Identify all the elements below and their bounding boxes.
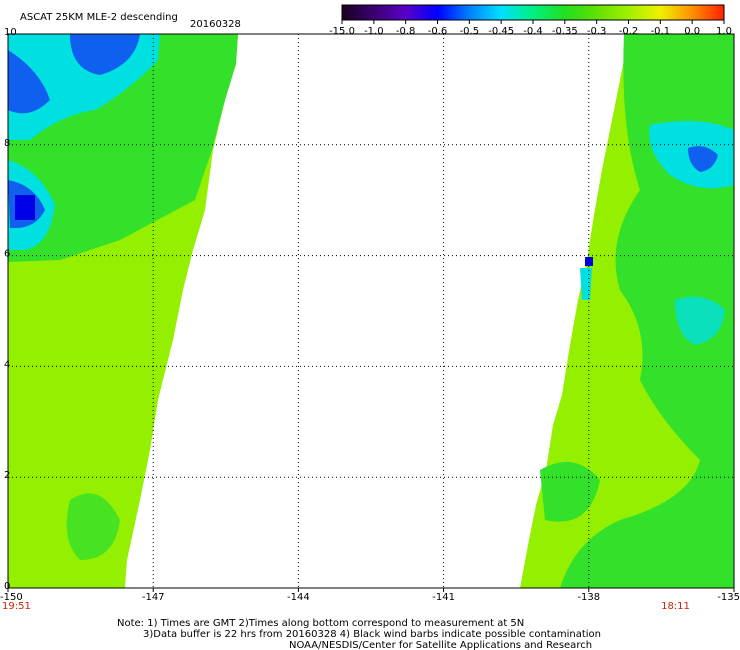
colorbar-gradient xyxy=(341,4,725,21)
left-swath-blue-dot xyxy=(15,195,35,220)
right-swath-cyan-east xyxy=(675,296,725,345)
gridlines xyxy=(8,34,734,588)
colorbar-label: -0.5 xyxy=(460,26,480,37)
right-swath xyxy=(520,34,734,588)
lat-tick-label: 10 xyxy=(4,27,17,38)
colorbar-label: -0.4 xyxy=(523,26,543,37)
colorbar-label: -0.1 xyxy=(651,26,671,37)
lon-tick-label: -150 xyxy=(0,592,23,603)
lon-tick-label: -135 xyxy=(717,592,740,603)
right-swath-blue xyxy=(688,146,718,172)
lat-tick-label: 4 xyxy=(4,359,10,370)
colorbar-label: -1.0 xyxy=(364,26,384,37)
colorbar-label: -0.8 xyxy=(396,26,416,37)
lat-tick-label: 2 xyxy=(4,470,10,481)
latitude-labels: 0 2 4 6 8 10 xyxy=(4,27,17,592)
data-swaths xyxy=(8,34,734,588)
colorbar-labels: -15.0 -1.0 -0.8 -0.6 -0.5 -0.45 -0.4 -0.35 -0.3 -… xyxy=(329,20,732,37)
lon-tick-label: -144 xyxy=(287,592,310,603)
time-label: 18:11 xyxy=(661,601,690,612)
colorbar-label: -0.35 xyxy=(552,26,578,37)
colorbar-label: 0.0 xyxy=(684,26,700,37)
colorbar-label: 1.0 xyxy=(716,26,732,37)
lon-tick-label: -147 xyxy=(142,592,165,603)
lon-tick-label: -141 xyxy=(432,592,455,603)
right-swath-blue-pixel xyxy=(585,257,593,266)
lat-tick-label: 0 xyxy=(4,581,10,592)
colorbar-label: -0.2 xyxy=(619,26,639,37)
left-swath-green-lower xyxy=(66,493,120,560)
left-swath-blue-top xyxy=(70,34,140,75)
map-title: ASCAT 25KM MLE-2 descending xyxy=(20,12,178,23)
note-line-3: NOAA/NESDIS/Center for Satellite Applica… xyxy=(289,640,592,650)
colorbar-label: -0.3 xyxy=(587,26,607,37)
colorbar-label: -0.6 xyxy=(428,26,448,37)
left-swath-blue-corner xyxy=(8,50,50,114)
lat-tick-label: 6 xyxy=(4,249,10,260)
plot-frame xyxy=(7,33,735,589)
left-swath xyxy=(8,34,238,588)
lon-tick-label: -138 xyxy=(577,592,600,603)
note-line-2: 3)Data buffer is 22 hrs from 20160328 4)… xyxy=(143,629,601,640)
note-line-1: Note: 1) Times are GMT 2)Times along bot… xyxy=(117,618,524,629)
lat-tick-label: 8 xyxy=(4,138,10,149)
colorbar-label: -0.45 xyxy=(488,26,514,37)
longitude-labels: -150 -147 -144 -141 -138 -135 xyxy=(0,588,740,603)
colorbar-label: -15.0 xyxy=(329,26,355,37)
time-labels: 19:51 18:11 xyxy=(2,601,690,612)
right-swath-cyan-edge xyxy=(580,268,592,300)
time-label: 19:51 xyxy=(2,601,31,612)
colorbar: -15.0 -1.0 -0.8 -0.6 -0.5 -0.45 -0.4 -0.35 -0.3 -… xyxy=(329,4,732,37)
map-date: 20160328 xyxy=(190,19,241,30)
